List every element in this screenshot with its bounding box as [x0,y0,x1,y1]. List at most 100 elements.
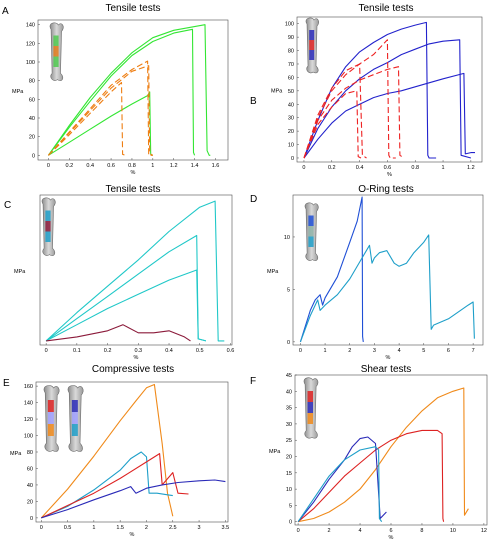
y-tick-label: 140 [24,401,33,407]
series-line [303,39,396,159]
y-tick-label: 20 [288,129,294,135]
specimen-marker [71,424,78,436]
x-tick-label: 0.4 [356,165,364,171]
series-line [303,90,362,159]
panel-label: F [250,376,256,387]
y-axis-label: MPa [271,88,283,94]
plot-frame [294,374,488,526]
y-tick-label: 60 [29,97,35,103]
y-tick-label: 30 [288,116,294,122]
y-tick-label: 50 [288,89,294,95]
y-tick-label: 60 [27,466,33,472]
series-line [303,21,437,159]
series-line [297,446,383,523]
specimen-marker [307,402,314,413]
chart-title: Tensile tests [358,3,413,14]
x-tick-label: 1.4 [191,163,199,169]
y-tick-label: 30 [286,422,292,428]
x-tick-label: 2.5 [169,525,177,531]
specimen-marker [71,412,78,424]
x-axis-label: % [386,355,391,361]
series-line [48,81,126,156]
panel-label: B [250,96,257,107]
y-tick-label: 15 [286,471,292,477]
plot-frame [296,16,483,163]
chart-panel-c: C Tensile tests 0 0.1 0.2 0.3 0.4 0.5 0.6% MPa [4,184,234,361]
x-tick-label: 0 [297,528,300,534]
y-tick-label: 10 [286,487,292,493]
x-tick-label: 4 [398,348,401,354]
chart-title: Tensile tests [105,3,160,14]
x-tick-label: 0.3 [134,348,142,354]
y-tick-label: 160 [24,384,33,390]
x-tick-label: 0 [40,525,43,531]
y-tick-label: 0 [30,516,33,522]
y-tick-label: 90 [288,35,294,41]
x-tick-label: 12 [481,528,487,534]
x-tick-label: 0.5 [64,525,72,531]
y-tick-label: 5 [289,503,292,509]
x-tick-label: 2 [145,525,148,531]
x-tick-label: 0.4 [86,163,94,169]
plot-frame [35,381,229,523]
x-tick-label: 0.6 [107,163,115,169]
series-line [48,91,154,156]
series-line [47,60,153,156]
y-tick-label: 40 [27,483,33,489]
series-line [45,234,207,342]
plot-frame [292,194,484,346]
series-line [299,196,364,343]
x-tick-label: 3 [373,348,376,354]
chart-panel-f: F Shear tests 0 2 4 6 8 10 12 0 5 10 15 20 25 30 35 40 45%… [250,364,488,541]
specimen-marker [45,231,51,242]
series-line [299,234,475,343]
specimen-marker [53,56,59,67]
chart-panel-e: E Compressive tests 0 0.5 1 1.5 2 2.5 3 3.5 0 20 40 6… [3,364,229,538]
y-tick-label: 80 [29,79,35,85]
specimen-marker [47,412,54,424]
x-tick-label: 0.8 [411,165,419,171]
specimen-marker [45,210,51,221]
series-line [297,429,445,523]
specimen-marker [309,30,315,40]
panel-label: D [250,194,257,205]
y-axis-label: MPa [269,449,281,455]
y-tick-label: 40 [29,116,35,122]
y-tick-label: 80 [288,49,294,55]
y-tick-label: 140 [26,23,35,29]
x-tick-label: 0.5 [196,348,204,354]
y-tick-label: 40 [286,389,292,395]
specimen-marker [308,215,314,226]
chart-title: O-Ring tests [358,184,414,195]
y-tick-label: 20 [27,499,33,505]
y-tick-label: 20 [286,455,292,461]
plot-frame [37,19,229,161]
y-tick-label: 45 [286,373,292,379]
y-tick-label: 100 [24,434,33,440]
specimen-marker [45,221,51,232]
series-line [46,324,191,342]
x-tick-label: 0 [47,163,50,169]
x-tick-label: 0.2 [104,348,112,354]
specimen-marker [309,50,315,60]
y-tick-label: 0 [287,340,290,346]
series-line [45,269,207,342]
series-line [41,451,173,519]
x-tick-label: 6 [389,528,392,534]
x-axis-label: % [134,355,139,361]
x-tick-label: 0 [45,348,48,354]
chart-panel-a: A Tensile tests 0 0.2 0.4 0.6 0.8 1 1.2 1.4 1.6 0 20… [2,3,229,176]
x-tick-label: 1.2 [170,163,178,169]
y-tick-label: 10 [288,143,294,149]
x-tick-label: 4 [359,528,362,534]
x-tick-label: 10 [450,528,456,534]
specimen-marker [47,424,54,436]
panel-label: A [2,6,9,17]
series-line [45,200,225,342]
series-line [303,39,472,159]
y-tick-label: 100 [26,60,35,66]
x-tick-label: 0.8 [128,163,136,169]
x-tick-label: 8 [420,528,423,534]
y-tick-label: 60 [288,75,294,81]
